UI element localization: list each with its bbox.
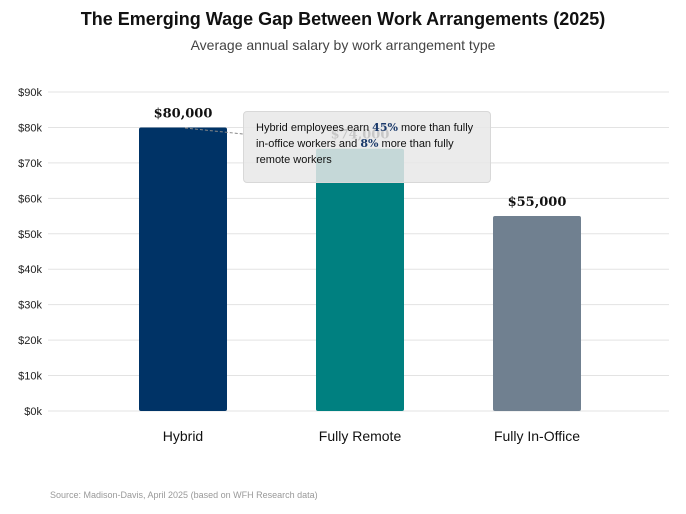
y-tick-label: $40k [18, 264, 42, 276]
bar-fully-in-office [493, 216, 581, 411]
x-category-label: Fully In-Office [494, 428, 580, 444]
annotation-box: Hybrid employees earn 45% more than full… [243, 111, 491, 183]
y-tick-label: $30k [18, 300, 42, 312]
bar-fully-remote [316, 148, 404, 411]
annotation-text-2: more than fully in-office workers and [256, 122, 474, 150]
bar-value-label: $55,000 [508, 195, 567, 210]
y-tick-label: $50k [18, 229, 42, 241]
y-tick-label: $90k [18, 87, 42, 99]
y-tick-label: $70k [18, 158, 42, 170]
chart-title: The Emerging Wage Gap Between Work Arran… [80, 9, 606, 29]
annotation-text-1: Hybrid employees earn [256, 122, 373, 134]
x-category-label: Hybrid [163, 428, 203, 444]
y-tick-label: $0k [24, 406, 42, 418]
bar-value-label: $80,000 [154, 106, 213, 121]
annotation-highlight-1: 45% [372, 121, 398, 134]
source-note: Source: Madison-Davis, April 2025 (based… [50, 490, 318, 500]
chart-subtitle: Average annual salary by work arrangemen… [190, 37, 496, 53]
y-tick-label: $60k [18, 193, 42, 205]
y-tick-label: $20k [18, 335, 42, 347]
bar-hybrid [139, 127, 227, 411]
y-tick-label: $10k [18, 371, 42, 383]
annotation-text-3: more than fully remote workers [256, 138, 454, 166]
annotation-highlight-2: 8% [360, 137, 379, 150]
y-tick-label: $80k [18, 122, 42, 134]
x-category-label: Fully Remote [319, 428, 402, 444]
